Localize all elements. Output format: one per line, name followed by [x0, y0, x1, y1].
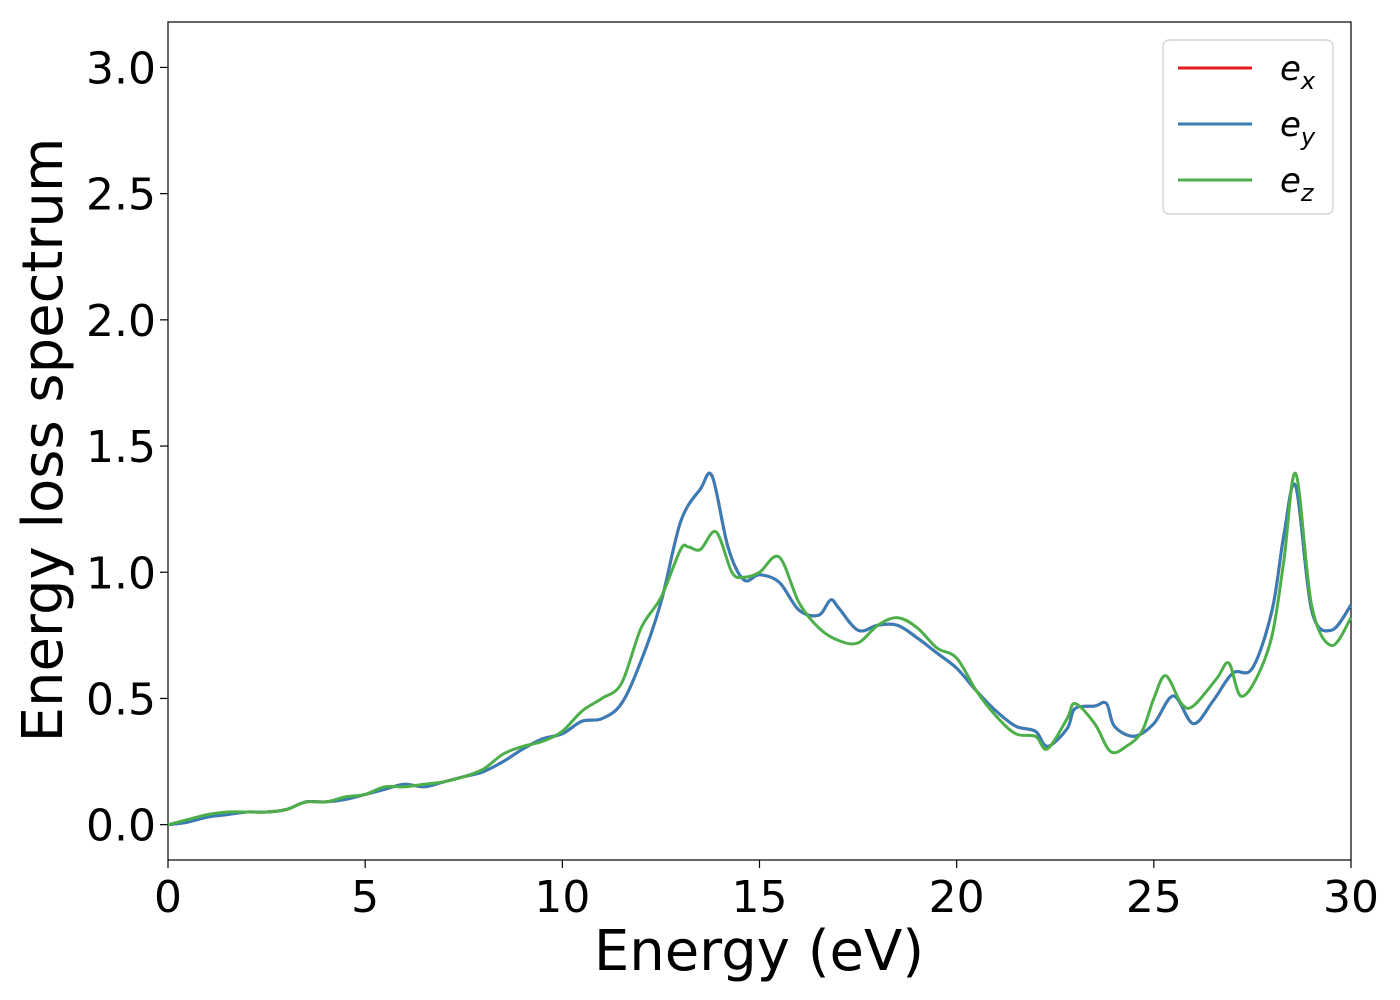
x-tick-label: 15: [732, 872, 788, 923]
series-lines: [167, 471, 1353, 827]
y-tick-label: 0.5: [86, 674, 156, 725]
y-axis-ticks: 0.0 0.5 1.0 1.5 2.0 2.5 3.0: [86, 43, 168, 852]
x-tick-label: 10: [534, 872, 590, 923]
legend-label-y: ey: [1280, 105, 1316, 151]
x-axis-label: Energy (eV): [594, 919, 924, 984]
x-tick-label: 0: [154, 872, 182, 923]
legend: ex ey ez: [1162, 39, 1334, 215]
x-tick-label: 30: [1323, 872, 1379, 923]
legend-label-x: ex: [1280, 49, 1316, 95]
x-tick-label: 25: [1126, 872, 1182, 923]
y-tick-label: 3.0: [86, 43, 156, 94]
y-tick-label: 2.5: [86, 170, 156, 221]
x-tick-label: 5: [351, 872, 379, 923]
y-tick-label: 1.0: [86, 548, 156, 599]
series-line-z: [167, 471, 1353, 827]
legend-label-z: ez: [1280, 161, 1315, 207]
y-axis-label: Energy loss spectrum: [11, 138, 76, 743]
legend-box: [1162, 39, 1334, 215]
y-tick-label: 1.5: [86, 422, 156, 473]
series-line-y: [167, 471, 1353, 827]
y-tick-label: 0.0: [86, 801, 156, 852]
x-tick-label: 20: [929, 872, 985, 923]
y-tick-label: 2.0: [86, 296, 156, 347]
x-axis-ticks: 0 5 10 15 20 25 30: [154, 860, 1379, 923]
plot-area-frame: [167, 21, 1352, 861]
